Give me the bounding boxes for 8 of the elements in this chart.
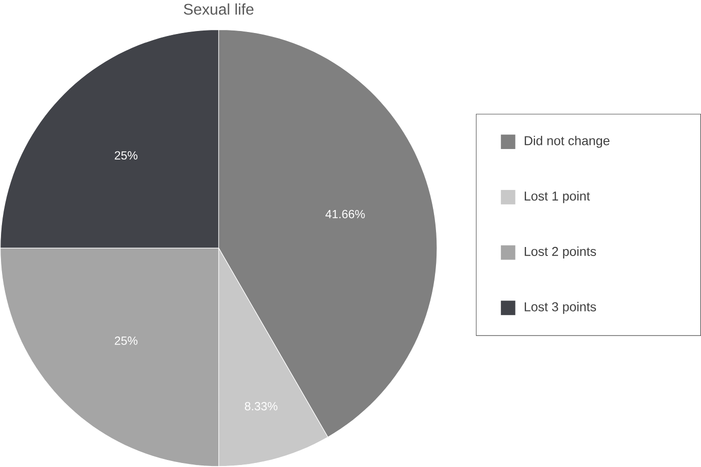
- legend-label: Lost 2 points: [524, 246, 596, 259]
- legend-label: Did not change: [524, 136, 610, 148]
- data-label: 25%: [114, 151, 138, 160]
- legend-label: Lost 3 points: [524, 302, 596, 314]
- legend-label: Lost 1 point: [524, 191, 590, 204]
- chart-title: Sexual life: [184, 4, 254, 15]
- data-label: 41.66%: [325, 210, 365, 218]
- data-label: 25%: [114, 336, 138, 346]
